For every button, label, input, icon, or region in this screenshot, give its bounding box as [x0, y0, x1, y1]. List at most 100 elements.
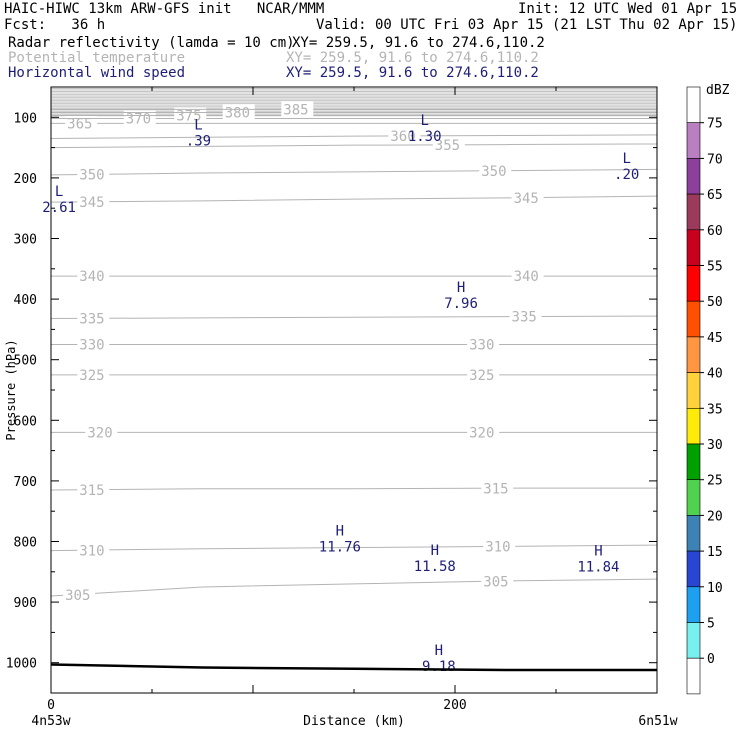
x-end-right: 6n51w — [638, 714, 677, 729]
y-tick-label-100: 100 — [14, 111, 37, 126]
theta-label-bg — [77, 310, 110, 326]
forecast-hour: Fcst: 36 h — [4, 17, 106, 33]
theta-label-360: 360 — [390, 129, 415, 145]
theta-contour-335 — [50, 315, 658, 319]
wind-extremum-value: 11.84 — [577, 559, 619, 575]
wind-extremum-type: L — [622, 151, 630, 167]
plot-frame — [50, 86, 658, 694]
field-theta-xy: XY= 259.5, 91.6 to 274.6,110.2 — [286, 50, 539, 66]
colorbar-label-25: 25 — [707, 474, 723, 489]
theta-label-350: 350 — [79, 168, 104, 184]
theta-label-bg — [77, 542, 110, 558]
theta-label-365: 365 — [67, 116, 92, 132]
theta-label-bg — [479, 162, 512, 178]
theta-contour-310 — [50, 544, 658, 552]
theta-contour-350 — [50, 168, 658, 176]
y-axis-label: Pressure (hPa) — [4, 339, 18, 440]
colorbar-label-10: 10 — [707, 581, 723, 596]
theta-label-340: 340 — [514, 269, 539, 285]
theta-label-bg — [388, 127, 421, 143]
theta-label-340: 340 — [79, 269, 104, 285]
theta-label-bg — [77, 268, 110, 284]
theta-label-bg — [222, 104, 255, 120]
theta-label-325: 325 — [79, 368, 104, 384]
init-time: Init: 12 UTC Wed 01 Apr 15 — [518, 1, 738, 17]
colorbar-label-0: 0 — [707, 652, 715, 667]
theta-label-bg — [481, 480, 514, 496]
theta-contour-355 — [50, 143, 658, 149]
valid-time: Valid: 00 UTC Fri 03 Apr 15 (21 LST Thu … — [316, 17, 738, 33]
theta-label-345: 345 — [79, 195, 104, 211]
colorbar-bin — [686, 265, 701, 302]
wind-extremum-type: L — [194, 117, 202, 133]
colorbar-label-45: 45 — [707, 331, 723, 346]
wind-extremum-value: 11.58 — [414, 559, 456, 575]
y-tick-label-700: 700 — [14, 475, 37, 490]
theta-label-bg — [281, 101, 314, 117]
theta-contour-305 — [50, 578, 658, 597]
colorbar-label-70: 70 — [707, 152, 723, 167]
theta-label-bg — [174, 107, 207, 123]
x-tick-label-200: 200 — [443, 698, 466, 713]
colorbar-bin — [686, 479, 701, 516]
wind-extremum-type: H — [435, 643, 443, 659]
theta-label-305: 305 — [65, 588, 90, 604]
colorbar-bin — [686, 657, 701, 695]
x-tick-label-0: 0 — [47, 698, 55, 713]
y-tick-label-200: 200 — [14, 172, 37, 187]
theta-label-315: 315 — [79, 483, 104, 499]
theta-label-bg — [77, 336, 110, 352]
colorbar-bin — [686, 229, 701, 266]
terrain-line — [50, 663, 657, 672]
wind-extremum-value: 7.96 — [444, 296, 478, 312]
colorbar-bin — [686, 515, 701, 552]
theta-label-bg — [467, 366, 500, 382]
theta-label-370: 370 — [126, 112, 151, 128]
colorbar-bin — [686, 300, 701, 338]
colorbar-label-75: 75 — [707, 117, 723, 132]
colorbar-label-35: 35 — [707, 402, 723, 417]
colorbar-label-60: 60 — [707, 224, 723, 239]
theta-label-bg — [85, 424, 118, 440]
colorbar-bin — [686, 550, 701, 588]
theta-label-bg — [511, 268, 544, 284]
theta-label-bg — [77, 166, 110, 182]
theta-label-380: 380 — [225, 105, 250, 121]
colorbar-label-40: 40 — [707, 367, 723, 382]
wind-extremum-value: 2.61 — [42, 200, 76, 216]
theta-label-320: 320 — [87, 425, 112, 441]
x-end-left: 4n53w — [31, 714, 70, 729]
theta-label-310: 310 — [79, 543, 104, 559]
wind-extremum-value: .20 — [614, 167, 639, 183]
theta-label-335: 335 — [79, 311, 104, 327]
y-tick-label-800: 800 — [14, 536, 37, 551]
theta-label-bg — [509, 308, 542, 324]
colorbar-bin — [686, 86, 701, 124]
colorbar-label-65: 65 — [707, 188, 723, 203]
theta-label-325: 325 — [469, 368, 494, 384]
wind-extremum-type: L — [55, 184, 63, 200]
chart-title: HAIC-HIWC 13km ARW-GFS init NCAR/MMM — [4, 1, 325, 17]
y-tick-label-500: 500 — [14, 354, 37, 369]
theta-label-350: 350 — [481, 164, 506, 180]
wind-extremum-type: H — [457, 280, 465, 296]
colorbar-label-5: 5 — [707, 617, 715, 632]
y-tick-label-400: 400 — [14, 293, 37, 308]
theta-label-310: 310 — [485, 540, 510, 556]
colorbar-label-20: 20 — [707, 509, 723, 524]
theta-label-bg — [77, 481, 110, 497]
x-axis-label: Distance (km) — [303, 714, 405, 729]
theta-label-bg — [511, 189, 544, 205]
field-reflectivity-name: Radar reflectivity (lamda = 10 cm) — [8, 35, 295, 51]
wind-extremum-value: 9.18 — [422, 659, 456, 675]
colorbar-label-50: 50 — [707, 295, 723, 310]
colorbar-label-15: 15 — [707, 545, 723, 560]
theta-contour-345 — [50, 195, 658, 203]
theta-label-315: 315 — [483, 481, 508, 497]
wind-extremum-type: H — [594, 543, 602, 559]
theta-label-320: 320 — [469, 425, 494, 441]
field-theta-name: Potential temperature — [8, 50, 186, 66]
theta-label-bg — [65, 115, 98, 131]
theta-label-305: 305 — [483, 574, 508, 590]
